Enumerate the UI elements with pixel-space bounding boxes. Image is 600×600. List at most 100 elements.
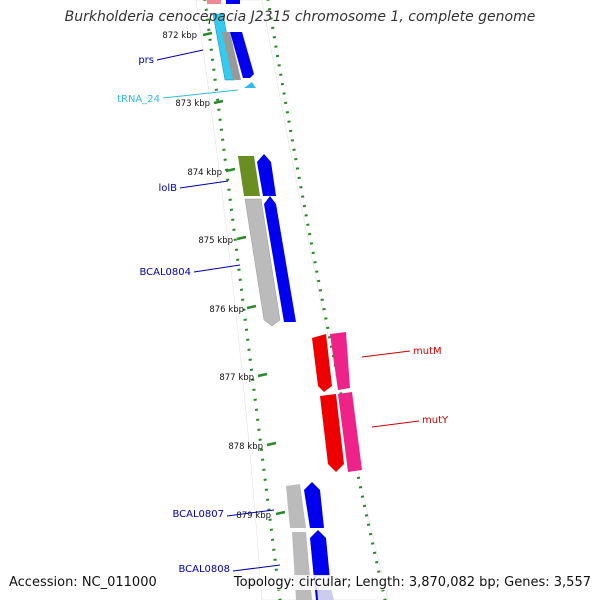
outer-tick <box>304 214 308 217</box>
inner-tick <box>242 308 246 311</box>
inner-tick <box>258 438 262 441</box>
inner-tick <box>228 198 232 201</box>
outer-tick <box>275 54 280 58</box>
outer-tick <box>372 551 377 555</box>
map-title: Burkholderia cenocepacia J2315 chromosom… <box>64 9 536 25</box>
gene-grey-near-prs[interactable] <box>222 32 241 80</box>
gene-top-pink-partial[interactable] <box>207 0 221 4</box>
inner-tick <box>261 458 265 461</box>
inner-tick <box>273 558 277 561</box>
inner-tick <box>231 218 235 221</box>
gene-label-bcal0804[interactable]: BCAL0804 <box>139 267 191 278</box>
inner-tick <box>233 238 237 241</box>
inner-tick <box>254 408 259 411</box>
gene-grey-bcal0807[interactable] <box>286 484 306 528</box>
leader-bcal0804 <box>193 264 241 273</box>
outer-tick <box>271 26 275 30</box>
outer-tick <box>311 251 315 255</box>
inner-tick <box>226 178 230 181</box>
gene-label-lolB[interactable]: lolB <box>158 183 177 194</box>
gene-label-bcal0808[interactable]: BCAL0808 <box>178 564 230 575</box>
outer-tick <box>295 167 300 170</box>
leader-lolB <box>179 180 229 189</box>
outer-tick <box>277 64 281 67</box>
tick-label: 877 kbp <box>219 373 254 383</box>
outer-tick <box>366 523 371 526</box>
outer-tick <box>313 261 317 264</box>
outer-tick <box>318 289 323 292</box>
inner-tick <box>212 68 216 71</box>
outer-tick <box>279 73 283 76</box>
gene-red-mutY[interactable] <box>320 394 344 472</box>
inner-tick <box>244 328 249 331</box>
gene-grey-bcal0804-rev[interactable] <box>244 198 281 327</box>
inner-tick <box>217 108 221 111</box>
inner-tick <box>214 88 219 91</box>
inner-tick <box>264 488 269 491</box>
leader-prs <box>156 49 204 61</box>
inner-tick <box>246 338 250 341</box>
gene-label-mutY[interactable]: mutY <box>422 415 449 426</box>
outer-tick <box>370 542 375 545</box>
inner-tick <box>227 188 231 191</box>
outer-tick <box>364 514 369 517</box>
inner-tick <box>221 138 225 141</box>
inner-tick <box>204 8 208 11</box>
leader-bcal0808 <box>232 564 281 572</box>
tick-label: 876 kbp <box>209 305 244 315</box>
outer-tick <box>269 17 273 20</box>
inner-tick <box>267 508 271 511</box>
outer-tick <box>294 157 298 161</box>
outer-tick <box>302 204 307 208</box>
gene-label-mutM[interactable]: mutM <box>413 346 442 357</box>
inner-tick <box>253 398 257 401</box>
inner-tick <box>234 248 239 251</box>
outer-tick <box>339 392 343 395</box>
gene-bcal0807-forward[interactable] <box>304 482 324 528</box>
outer-tick <box>309 242 314 245</box>
inner-tick <box>208 38 212 41</box>
gene-lolB-forward[interactable] <box>257 154 276 196</box>
gene-bcal0804-forward[interactable] <box>264 196 296 322</box>
gene-pink-mutY[interactable] <box>338 392 362 472</box>
tick-label: 875 kbp <box>198 236 233 246</box>
tick-label: 878 kbp <box>228 442 263 452</box>
inner-tick <box>256 418 260 421</box>
leader-mutM <box>361 350 411 358</box>
tick-label: 872 kbp <box>162 31 197 41</box>
outer-tick <box>299 186 303 189</box>
inner-tick <box>272 548 276 551</box>
leader-trna-24 <box>162 89 239 99</box>
gene-red-mutM[interactable] <box>312 334 332 392</box>
gene-trna-24[interactable] <box>244 82 256 88</box>
gene-label-prs[interactable]: prs <box>138 55 154 66</box>
inner-tick <box>239 288 244 291</box>
gene-label-trna-24[interactable]: tRNA_24 <box>117 94 160 105</box>
outer-tick <box>306 223 310 226</box>
gene-top-blue-partial[interactable] <box>226 0 240 4</box>
outer-tick <box>377 570 381 573</box>
outer-tick <box>292 148 296 151</box>
outer-tick <box>360 495 365 498</box>
tick-label: 873 kbp <box>175 99 210 109</box>
outer-tick <box>356 476 361 480</box>
outer-tick <box>324 317 328 320</box>
gene-prs-forward[interactable] <box>230 32 254 78</box>
gene-pink-mutM[interactable] <box>330 332 350 390</box>
gene-green-lolB-rev[interactable] <box>238 156 260 196</box>
gene-label-bcal0807[interactable]: BCAL0807 <box>172 509 224 520</box>
outer-tick <box>375 561 379 564</box>
inner-tick <box>209 48 213 51</box>
tick-label: 874 kbp <box>187 168 222 178</box>
major-ticks <box>202 31 286 516</box>
inner-tick <box>205 18 210 21</box>
inner-tick <box>223 158 227 161</box>
inner-tick <box>262 468 266 471</box>
inner-tick <box>252 388 256 391</box>
inner-tick <box>257 428 261 431</box>
inner-tick <box>236 258 240 261</box>
outer-tick <box>272 36 276 39</box>
outer-tick <box>290 139 295 142</box>
outer-tick <box>316 279 321 283</box>
